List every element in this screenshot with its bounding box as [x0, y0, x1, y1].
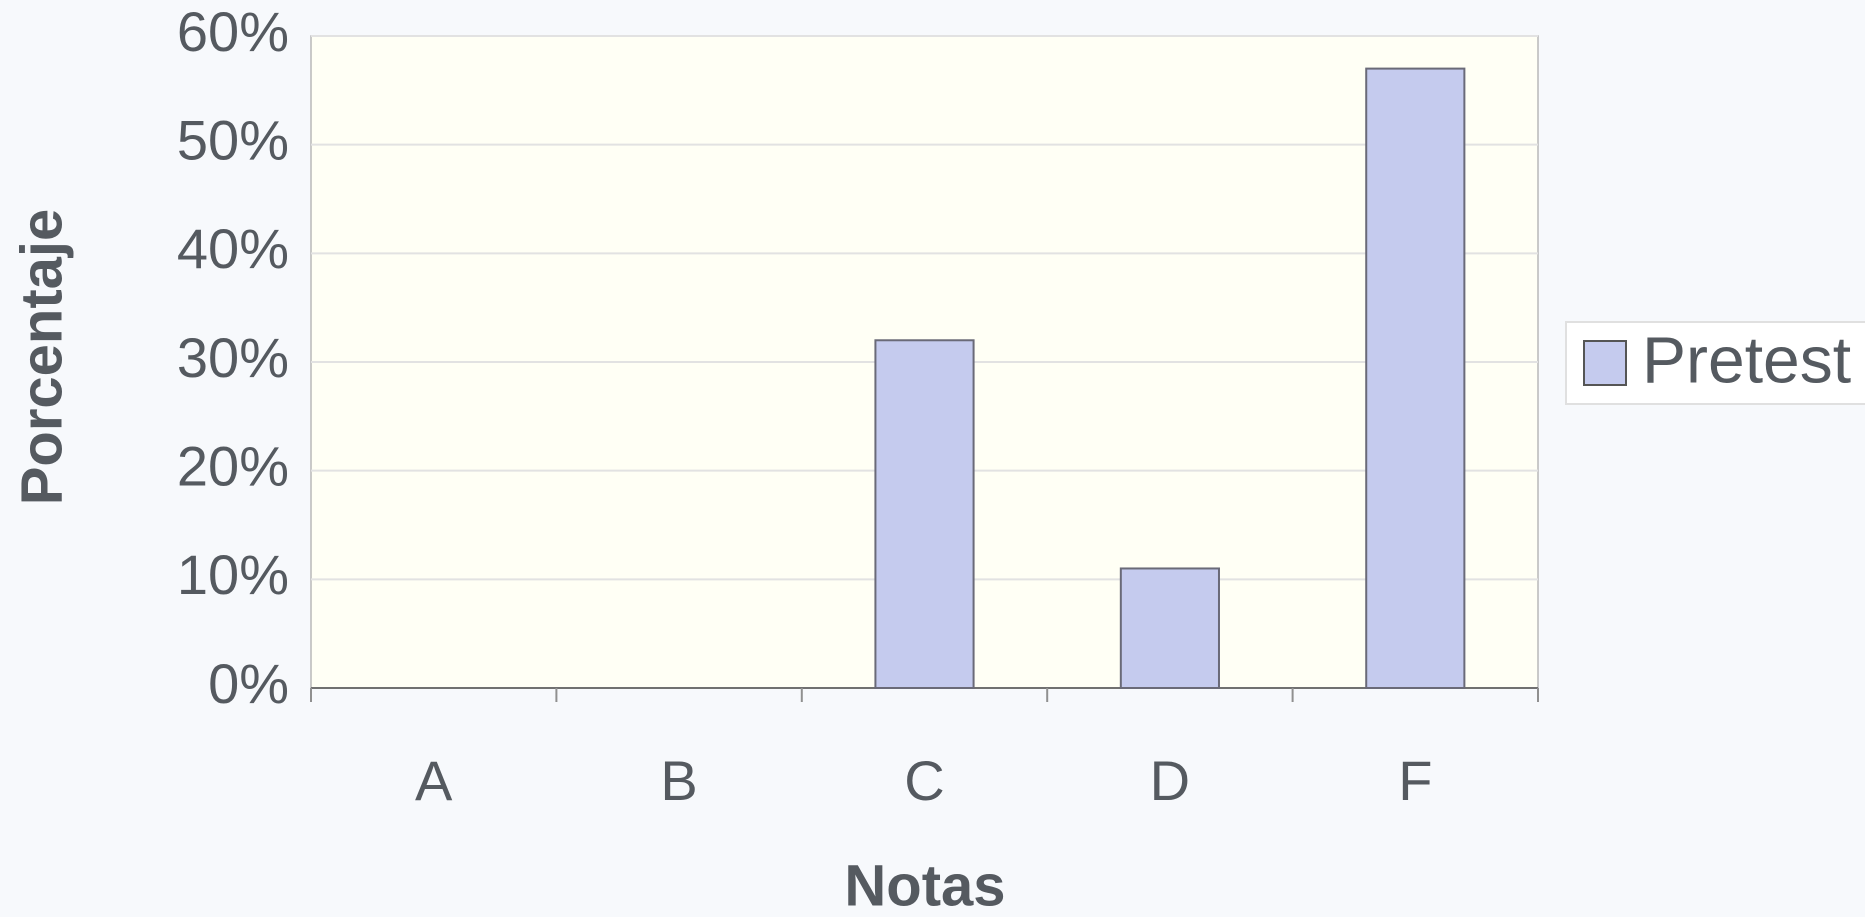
x-tick-label: D	[1150, 749, 1190, 812]
y-tick-label: 30%	[177, 326, 289, 389]
y-tick-label: 20%	[177, 434, 289, 497]
x-tick-label: B	[660, 749, 697, 812]
y-axis-title: Porcentaje	[9, 209, 74, 506]
legend-label: Pretest	[1642, 322, 1851, 396]
x-tick-label: F	[1398, 749, 1432, 812]
bar	[1119, 567, 1220, 690]
y-tick-label: 60%	[177, 0, 289, 63]
y-tick-label: 10%	[177, 543, 289, 606]
bar	[1365, 67, 1466, 690]
y-tick-label: 40%	[177, 217, 289, 280]
y-tick-label: 0%	[208, 652, 289, 715]
x-axis-title: Notas	[844, 853, 1005, 917]
bar	[874, 339, 975, 689]
x-tick-label: C	[904, 749, 944, 812]
y-tick-label: 50%	[177, 108, 289, 171]
legend-swatch	[1583, 340, 1627, 386]
x-tick-label: A	[415, 749, 453, 812]
